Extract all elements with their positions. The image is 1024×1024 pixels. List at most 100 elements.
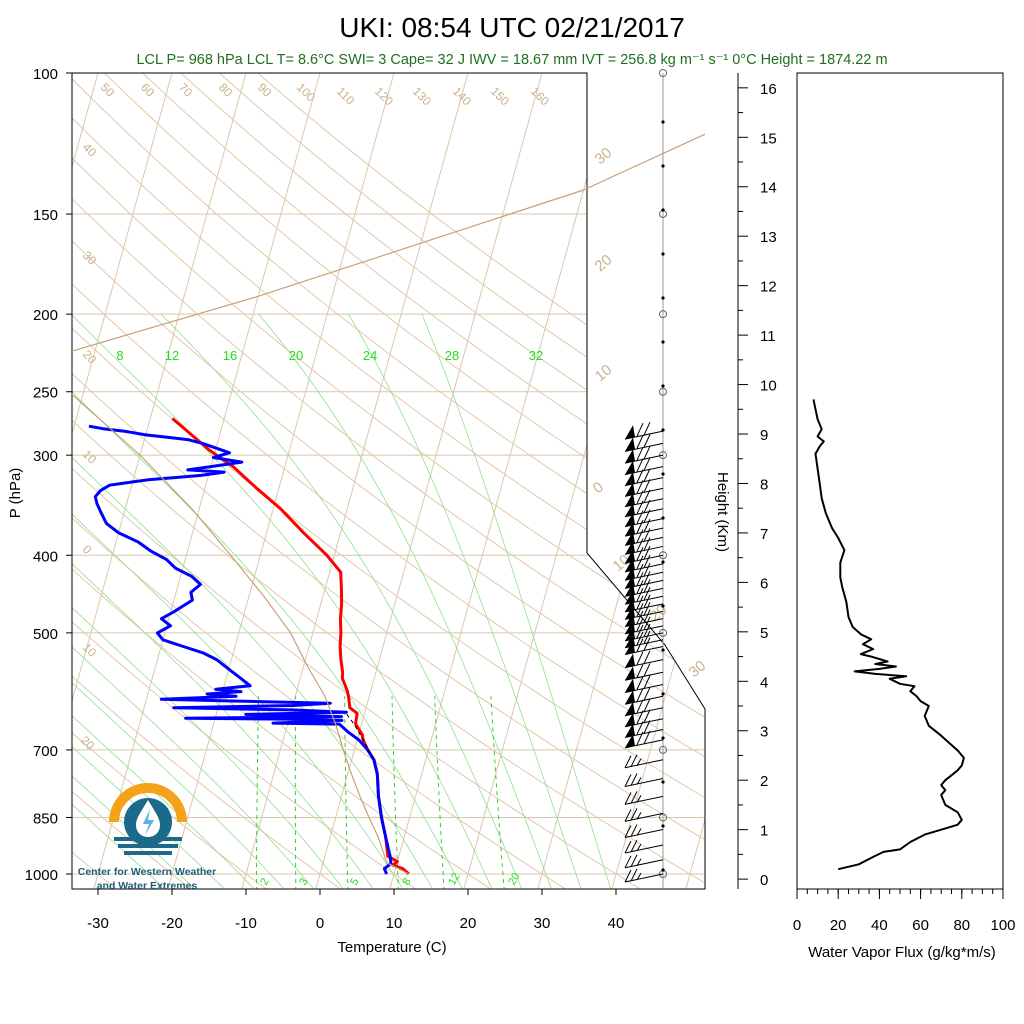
- wind-barb-feather: [636, 664, 644, 678]
- dry-adiabat-line: [72, 73, 705, 889]
- height-tick-label: 13: [760, 229, 777, 246]
- chart-title: UKI: 08:54 UTC 02/21/2017: [339, 12, 685, 43]
- wind-barb-pennant: [625, 437, 635, 452]
- wind-barb-feather: [630, 754, 638, 767]
- height-tick-label: 5: [760, 625, 768, 642]
- x-tick-label: -30: [87, 915, 109, 932]
- height-dot: [661, 164, 665, 168]
- height-dot: [661, 428, 665, 432]
- wind-barb-feather: [643, 546, 651, 560]
- isotherm-line: [314, 73, 543, 889]
- wind-barb-feather: [643, 479, 651, 493]
- wind-barb: [624, 698, 664, 717]
- y-tick-label: 1000: [25, 867, 58, 884]
- wind-barb-feather: [636, 710, 644, 724]
- wind-barb-feather: [636, 843, 642, 852]
- wind-barb-pennant: [625, 471, 635, 486]
- mixing-ratio-line: [255, 696, 260, 889]
- wind-barb-feather: [636, 603, 644, 617]
- parcel-profile-line: [72, 133, 705, 875]
- wind-barb-feather: [636, 872, 642, 881]
- wind-barb-feather: [636, 651, 644, 665]
- dry-adiabat-line: [72, 73, 194, 889]
- dry-adiabat-label: 40: [80, 140, 100, 160]
- wind-barb-feather: [643, 445, 651, 460]
- height-dot: [661, 736, 665, 740]
- wind-barb-feather: [630, 839, 638, 853]
- wind-barb-pennant: [625, 723, 635, 738]
- wind-barb-feather: [643, 730, 651, 745]
- wind-barb-feather: [643, 630, 651, 644]
- mixing-ratio-label: 8: [400, 876, 413, 887]
- x-tick-label: 40: [608, 915, 625, 932]
- dry-adiabat-line: [72, 73, 269, 889]
- dry-adiabat-label: 140: [450, 84, 474, 108]
- cw3e-logo: Center for Western Weather and Water Ext…: [78, 783, 216, 892]
- isotherm-line: [388, 73, 617, 889]
- isotherm-label: 10: [592, 361, 616, 385]
- height-tick-label: 14: [760, 180, 777, 197]
- wind-barb-feather: [630, 868, 638, 882]
- logo-sun-arc: [109, 783, 187, 823]
- wind-barb-pennant: [625, 522, 635, 537]
- wind-barb-pennant: [625, 666, 635, 681]
- wind-barb: [624, 854, 664, 869]
- height-tick-label: 7: [760, 526, 768, 543]
- moist-adiabat-line: [160, 313, 523, 889]
- wind-barb-pennant: [625, 653, 635, 668]
- mixing-ratio-label: 12: [446, 871, 463, 888]
- logo-wave-2: [118, 844, 178, 848]
- wind-barb-feather: [636, 617, 644, 632]
- wind-barb-feather: [636, 469, 644, 483]
- height-tick-label: 10: [760, 378, 777, 395]
- isotherm-line: [72, 73, 173, 889]
- wind-barb-feather: [643, 698, 651, 712]
- dry-adiabat-line: [72, 73, 705, 889]
- moist-adiabat-line: [72, 313, 494, 889]
- wind-barb: [624, 675, 664, 693]
- moist-adiabat-line: [72, 313, 257, 889]
- wind-barb-feather: [643, 434, 651, 448]
- wind-barb-feather: [624, 855, 632, 869]
- wind-barb-feather: [643, 623, 651, 638]
- wind-barb: [624, 445, 664, 464]
- wind-barb-feather: [636, 828, 642, 836]
- wind-barb-feather: [636, 519, 644, 534]
- wind-barb: [624, 663, 664, 681]
- wind-barb-feather: [636, 588, 644, 602]
- wind-barb-feather: [636, 631, 644, 645]
- wind-barb-feather: [636, 812, 642, 820]
- wind-barb-feather: [624, 840, 632, 854]
- mixing-ratio-label: 20: [506, 871, 523, 888]
- mixing-ratio-label: 2: [258, 876, 271, 887]
- dewpoint-profile-line: [88, 424, 393, 875]
- flux-x-axis-label: Water Vapor Flux (g/kg*m/s): [808, 944, 996, 961]
- flux-y-axis-label: Height (Km): [714, 472, 731, 552]
- wind-barb-feather: [624, 809, 632, 822]
- height-dot: [661, 868, 665, 872]
- wind-barb-feather: [643, 663, 651, 677]
- flux-plot-frame: [796, 72, 1004, 890]
- wind-barb-feather: [636, 446, 644, 461]
- height-dot: [661, 692, 665, 696]
- wind-barb-feather: [636, 422, 644, 437]
- mixing-ratio-label: 32: [529, 348, 543, 363]
- dry-adiabat-label: 160: [528, 84, 552, 108]
- height-tick-label: 1: [760, 823, 768, 840]
- wind-barb-feather: [643, 571, 651, 585]
- dry-adiabat-label: 20: [80, 347, 100, 367]
- height-dot: [661, 472, 665, 476]
- pressure-marker: [659, 551, 667, 560]
- dry-adiabat-line: [103, 73, 705, 889]
- wind-barb-feather: [636, 610, 644, 624]
- wind-barb-pennant: [625, 460, 635, 475]
- wind-barb-feather: [636, 595, 644, 610]
- wind-barb-pennant: [625, 449, 635, 464]
- wind-barb: [624, 518, 664, 537]
- wind-barb-feather: [643, 602, 651, 616]
- isotherm-line: [92, 73, 321, 889]
- mixing-ratio-line: [490, 696, 505, 889]
- height-tick-label: 2: [760, 773, 768, 790]
